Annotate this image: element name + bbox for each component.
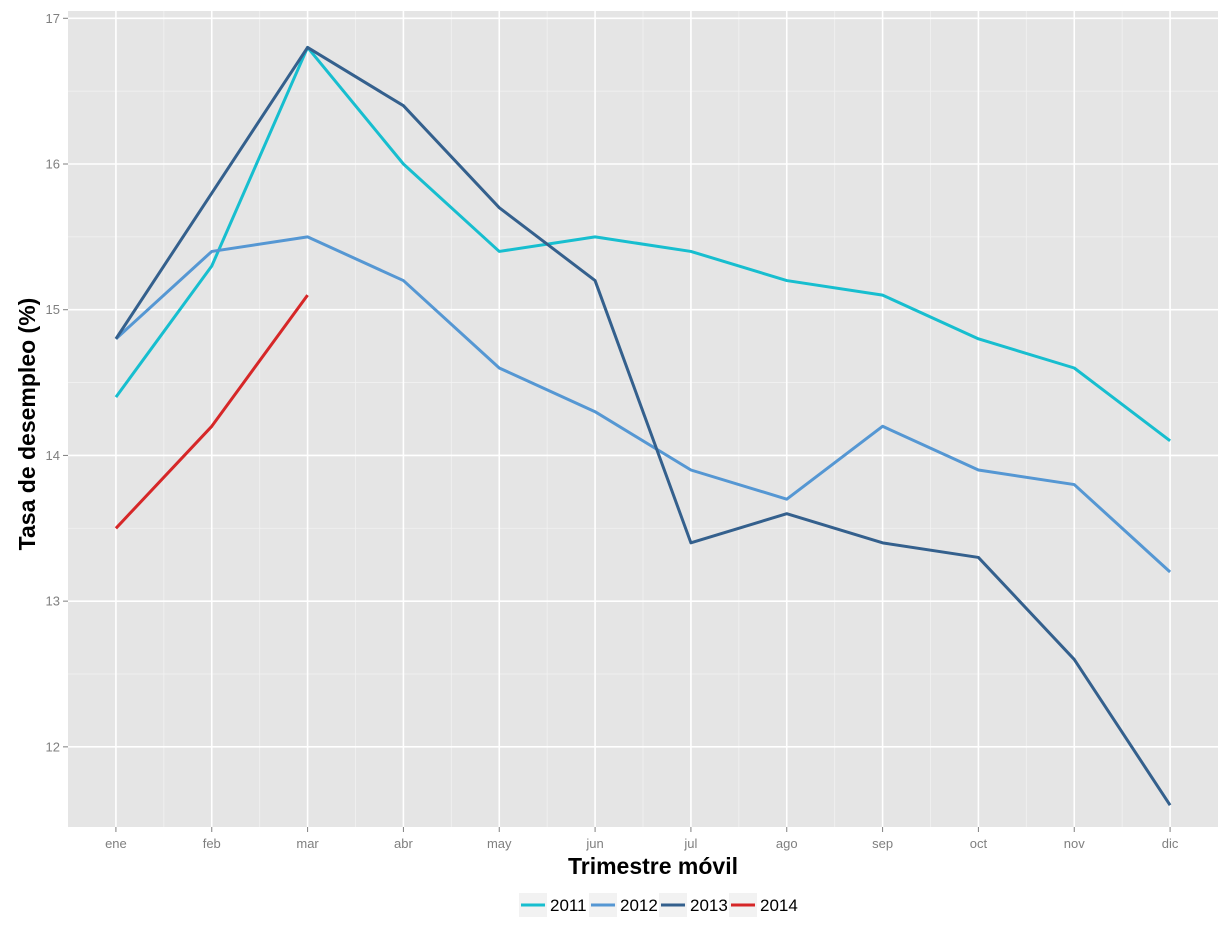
- y-tick-label: 12: [46, 739, 60, 754]
- x-axis-title: Trimestre móvil: [568, 853, 738, 879]
- x-axis: ene feb mar abr may jun jul ago sep oct nov dic: [105, 827, 1179, 851]
- y-axis: 12 13 14 15 16 17: [46, 11, 68, 754]
- x-tick-label: ago: [776, 836, 798, 851]
- x-tick-label: jul: [683, 836, 697, 851]
- x-tick-label: abr: [394, 836, 413, 851]
- x-tick-label: feb: [203, 836, 221, 851]
- x-tick-label: sep: [872, 836, 893, 851]
- y-tick-label: 14: [46, 448, 60, 463]
- legend-label-2011: 2011: [550, 896, 587, 915]
- x-tick-label: may: [487, 836, 512, 851]
- x-tick-label: dic: [1162, 836, 1179, 851]
- y-axis-title: Tasa de desempleo (%): [14, 298, 40, 551]
- legend-label-2013: 2013: [690, 896, 728, 915]
- y-tick-label: 17: [46, 11, 60, 26]
- y-tick-label: 15: [46, 302, 60, 317]
- x-tick-label: oct: [970, 836, 988, 851]
- minor-gridlines: [68, 11, 1218, 827]
- major-gridlines: [68, 11, 1218, 827]
- series-line-2012: [114, 235, 1172, 574]
- x-tick-label: nov: [1064, 836, 1085, 851]
- x-tick-label: ene: [105, 836, 127, 851]
- series-line-2013: [114, 45, 1172, 806]
- legend: 2011 2012 2013 2014: [519, 893, 798, 917]
- series-line-2011: [114, 45, 1171, 443]
- series-lines: [114, 45, 1172, 806]
- legend-label-2014: 2014: [760, 896, 798, 915]
- series-line-2014: [114, 294, 309, 530]
- x-tick-label: mar: [296, 836, 319, 851]
- y-tick-label: 16: [46, 157, 60, 172]
- legend-label-2012: 2012: [620, 896, 658, 915]
- y-tick-label: 13: [46, 594, 60, 609]
- x-tick-label: jun: [585, 836, 603, 851]
